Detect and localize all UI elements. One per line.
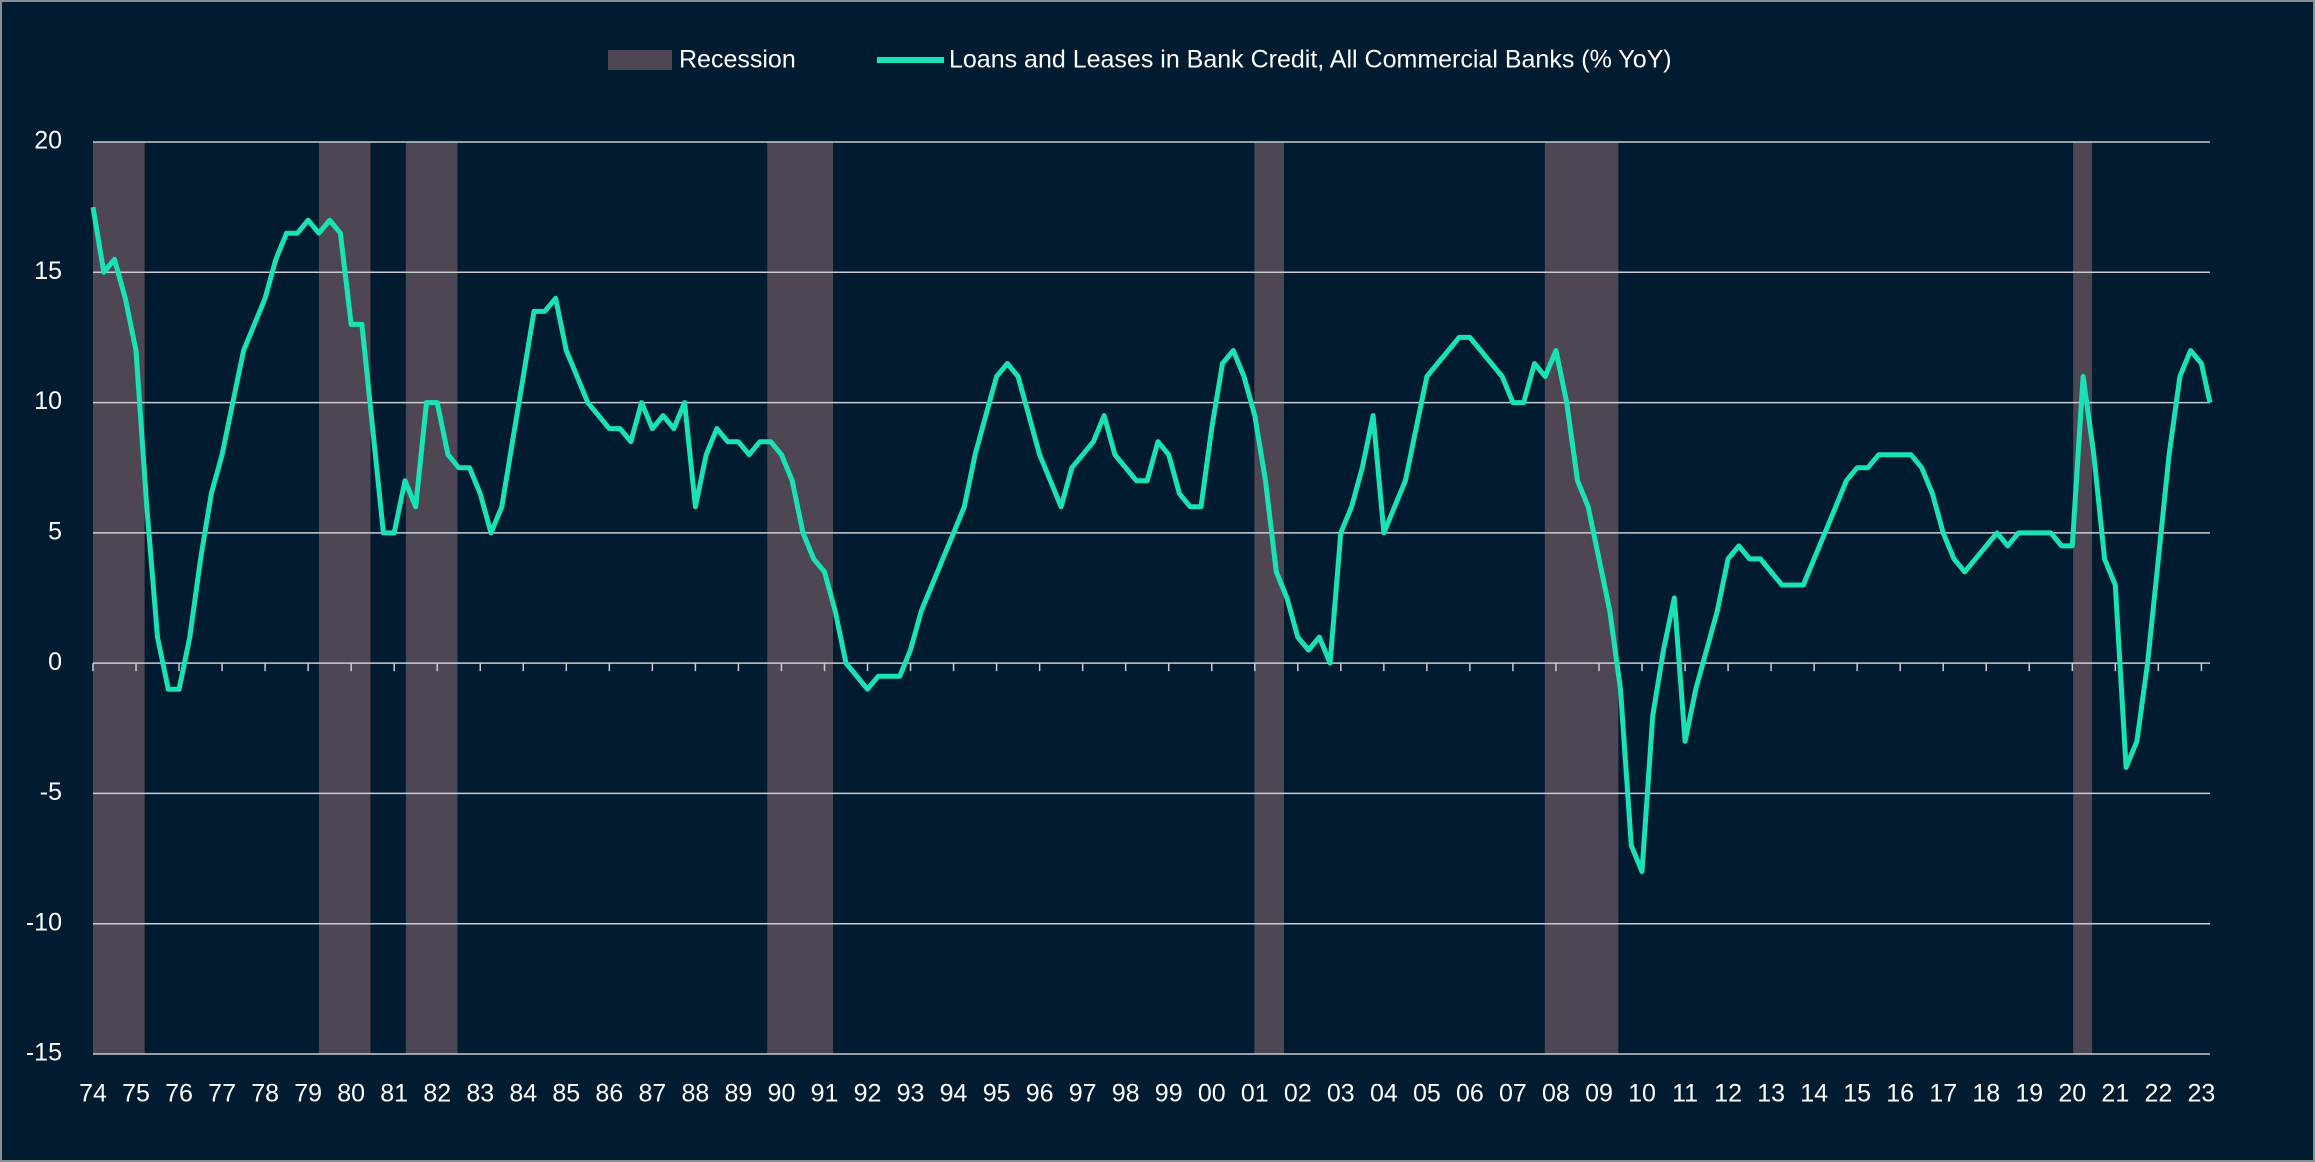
x-tick-label: 23 <box>2187 1080 2215 1108</box>
x-tick-label: 84 <box>509 1080 537 1108</box>
x-tick-label: 94 <box>940 1080 968 1108</box>
recession-bar <box>767 142 834 1054</box>
x-tick-label: 95 <box>983 1080 1011 1108</box>
x-tick-label: 76 <box>165 1080 193 1108</box>
x-tick-label: 78 <box>251 1080 279 1108</box>
data-line <box>90 206 2213 875</box>
x-tick-label: 96 <box>1026 1080 1054 1108</box>
x-tick-label: 02 <box>1284 1080 1312 1108</box>
x-tick-label: 97 <box>1069 1080 1097 1108</box>
x-tick-label: 74 <box>79 1080 107 1108</box>
x-tick-label: 86 <box>595 1080 623 1108</box>
x-tick-label: 07 <box>1499 1080 1527 1108</box>
x-tick-label: 16 <box>1886 1080 1914 1108</box>
x-tick-label: 79 <box>294 1080 322 1108</box>
y-tick-label: 10 <box>34 387 62 415</box>
y-tick-label: -15 <box>26 1039 62 1067</box>
x-tick-label: 13 <box>1757 1080 1785 1108</box>
x-tick-label: 09 <box>1585 1080 1613 1108</box>
x-tick-label: 19 <box>2015 1080 2043 1108</box>
x-tick-label: 87 <box>638 1080 666 1108</box>
x-tick-label: 22 <box>2144 1080 2172 1108</box>
x-tick-label: 93 <box>897 1080 925 1108</box>
x-tick-label: 75 <box>122 1080 150 1108</box>
x-tick-label: 92 <box>854 1080 882 1108</box>
recession-bar <box>318 142 371 1054</box>
x-tick-label: 12 <box>1714 1080 1742 1108</box>
x-tick-label: 01 <box>1241 1080 1269 1108</box>
y-tick-label: 0 <box>48 648 62 676</box>
x-tick-label: 18 <box>1972 1080 2000 1108</box>
x-tick-label: 83 <box>466 1080 494 1108</box>
x-tick-label: 14 <box>1800 1080 1828 1108</box>
x-tick-label: 20 <box>2058 1080 2086 1108</box>
x-tick-label: 90 <box>768 1080 796 1108</box>
recession-bar <box>93 142 145 1054</box>
x-tick-label: 85 <box>552 1080 580 1108</box>
x-tick-label: 05 <box>1413 1080 1441 1108</box>
x-tick-label: 77 <box>208 1080 236 1108</box>
x-tick-label: 82 <box>423 1080 451 1108</box>
x-tick-label: 80 <box>337 1080 365 1108</box>
x-tick-label: 08 <box>1542 1080 1570 1108</box>
x-tick-label: 04 <box>1370 1080 1398 1108</box>
legend-label: Loans and Leases in Bank Credit, All Com… <box>949 46 1672 74</box>
x-tick-label: 10 <box>1628 1080 1656 1108</box>
x-tick-label: 81 <box>380 1080 408 1108</box>
x-tick-label: 06 <box>1456 1080 1484 1108</box>
x-tick-label: 98 <box>1112 1080 1140 1108</box>
x-tick-label: 17 <box>1929 1080 1957 1108</box>
x-tick-label: 15 <box>1843 1080 1871 1108</box>
x-tick-label: 88 <box>681 1080 709 1108</box>
x-tick-label: 89 <box>725 1080 753 1108</box>
y-tick-label: -10 <box>26 908 62 936</box>
y-tick-label: 20 <box>34 127 62 155</box>
x-tick-label: 11 <box>1672 1080 1698 1108</box>
x-tick-label: 99 <box>1155 1080 1183 1108</box>
legend-label: Recession <box>679 46 796 74</box>
recession-bar <box>405 142 458 1054</box>
legend-swatch <box>608 50 672 70</box>
x-tick-label: 03 <box>1327 1080 1355 1108</box>
y-tick-label: 15 <box>34 257 62 285</box>
x-tick-label: 21 <box>2101 1080 2129 1108</box>
y-tick-label: -5 <box>40 778 62 806</box>
recession-bar <box>2073 142 2093 1054</box>
y-tick-label: 5 <box>48 517 62 545</box>
x-tick-label: 91 <box>811 1080 839 1108</box>
x-tick-label: 00 <box>1198 1080 1226 1108</box>
recession-bar <box>1254 142 1285 1054</box>
